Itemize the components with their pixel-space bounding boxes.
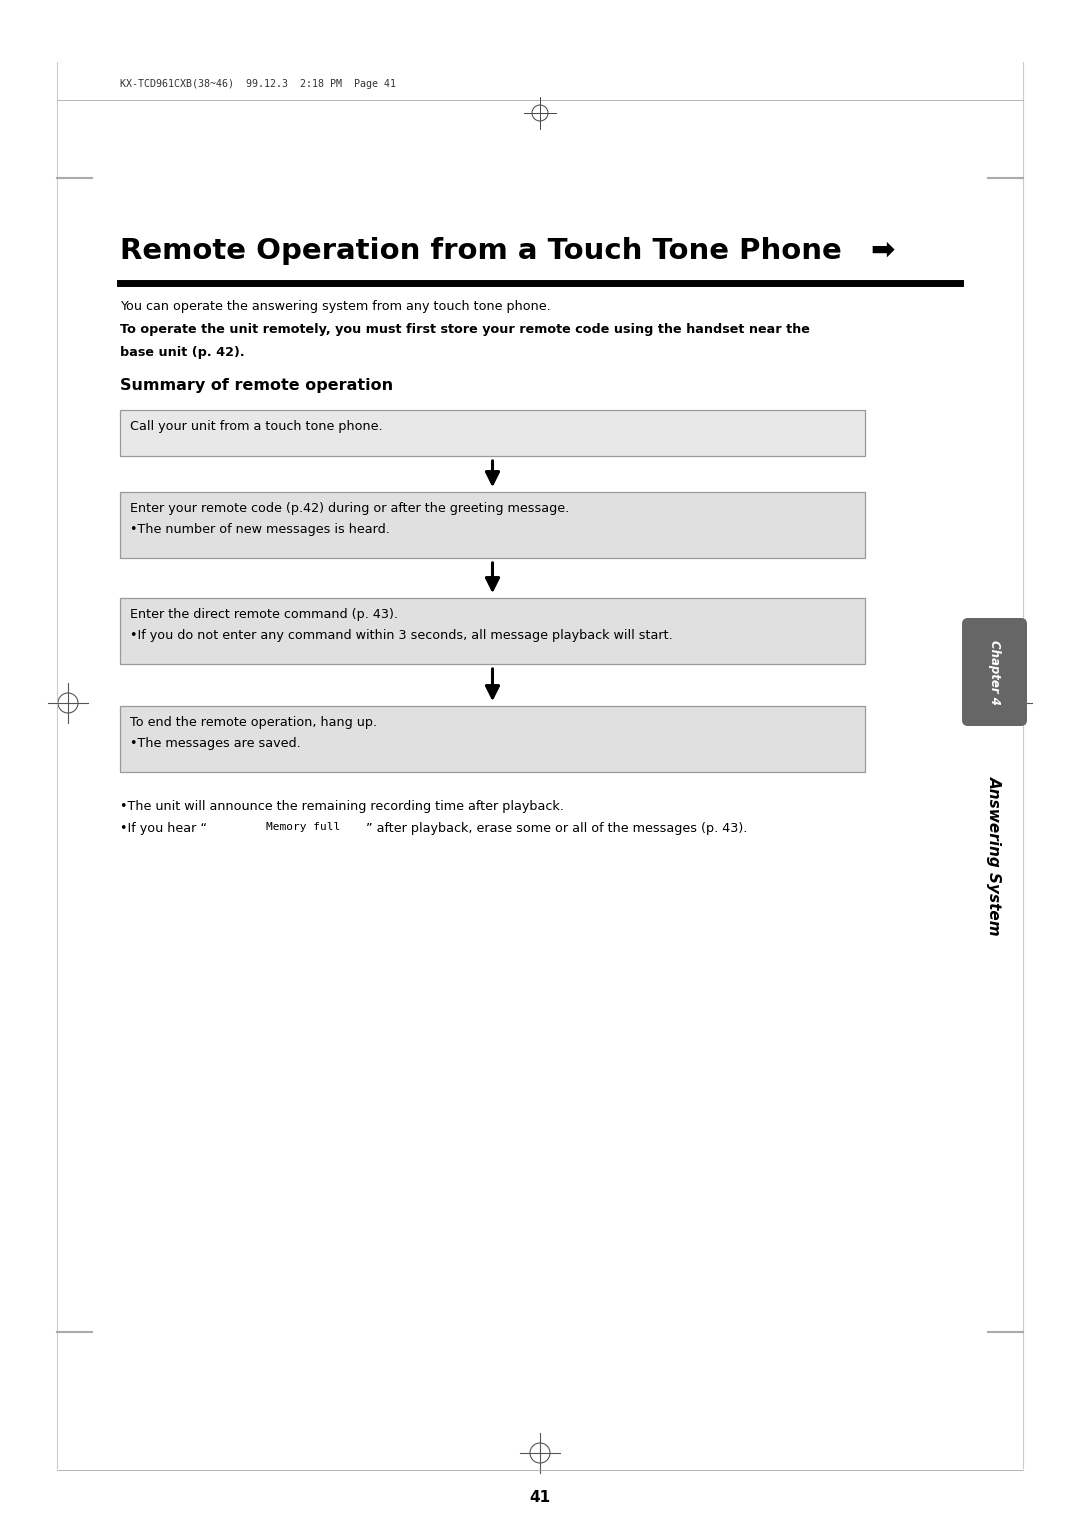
FancyBboxPatch shape — [120, 410, 865, 455]
FancyBboxPatch shape — [962, 617, 1027, 726]
Text: Summary of remote operation: Summary of remote operation — [120, 377, 393, 393]
Text: To end the remote operation, hang up.: To end the remote operation, hang up. — [130, 717, 377, 729]
Text: Enter your remote code (p.42) during or after the greeting message.: Enter your remote code (p.42) during or … — [130, 503, 569, 515]
Text: Remote Operation from a Touch Tone Phone: Remote Operation from a Touch Tone Phone — [120, 237, 852, 264]
Text: •If you do not enter any command within 3 seconds, all message playback will sta: •If you do not enter any command within … — [130, 630, 673, 642]
FancyBboxPatch shape — [120, 597, 865, 665]
Text: •The unit will announce the remaining recording time after playback.: •The unit will announce the remaining re… — [120, 801, 564, 813]
Text: Chapter 4: Chapter 4 — [988, 640, 1001, 704]
Text: KX-TCD961CXB(38~46)  99.12.3  2:18 PM  Page 41: KX-TCD961CXB(38~46) 99.12.3 2:18 PM Page… — [120, 79, 396, 89]
Text: ➡: ➡ — [870, 237, 894, 264]
Text: •The number of new messages is heard.: •The number of new messages is heard. — [130, 523, 390, 536]
Text: •The messages are saved.: •The messages are saved. — [130, 736, 300, 750]
Text: base unit (p. 42).: base unit (p. 42). — [120, 345, 245, 359]
Text: ” after playback, erase some or all of the messages (p. 43).: ” after playback, erase some or all of t… — [366, 822, 747, 834]
FancyBboxPatch shape — [120, 492, 865, 558]
Text: Memory full: Memory full — [266, 822, 340, 833]
Text: Call your unit from a touch tone phone.: Call your unit from a touch tone phone. — [130, 420, 382, 432]
Text: To operate the unit remotely, you must first store your remote code using the ha: To operate the unit remotely, you must f… — [120, 322, 810, 336]
FancyBboxPatch shape — [120, 706, 865, 772]
Text: You can operate the answering system from any touch tone phone.: You can operate the answering system fro… — [120, 299, 551, 313]
Text: Answering System: Answering System — [987, 776, 1002, 935]
Text: •If you hear “: •If you hear “ — [120, 822, 207, 834]
Text: Enter the direct remote command (p. 43).: Enter the direct remote command (p. 43). — [130, 608, 399, 620]
Text: 41: 41 — [529, 1490, 551, 1505]
